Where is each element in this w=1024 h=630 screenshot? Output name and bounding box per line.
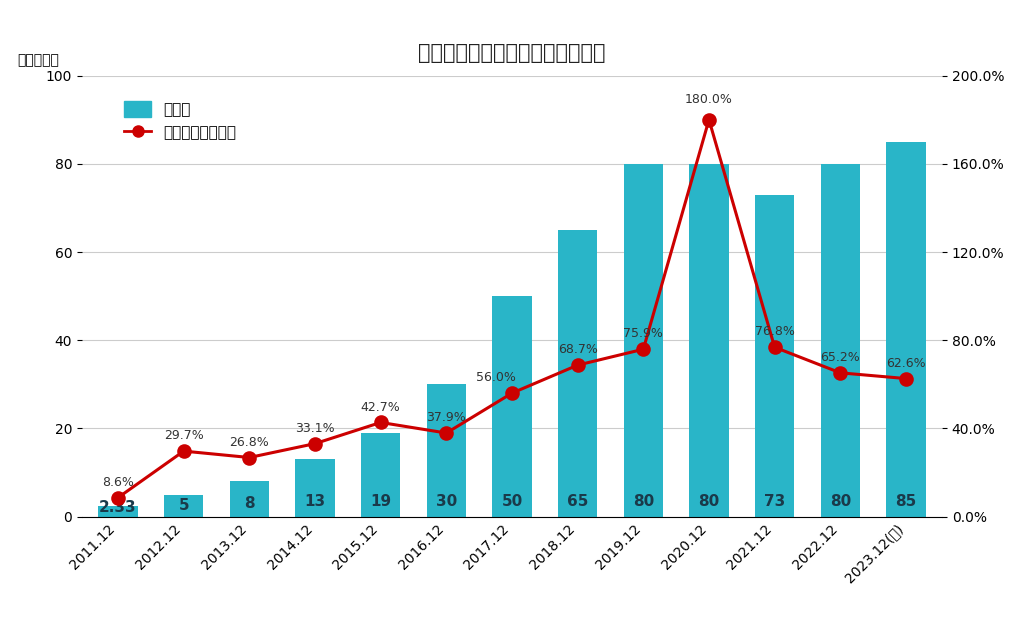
Bar: [886, 142, 926, 517]
Text: 56.0%: 56.0%: [475, 371, 515, 384]
Bar: [689, 164, 729, 517]
Text: 65.2%: 65.2%: [820, 351, 860, 364]
Text: 50: 50: [502, 494, 522, 508]
Text: 80: 80: [633, 494, 654, 508]
Text: 2.33: 2.33: [99, 500, 137, 515]
Title: 「配当金」・「配当性向」の推移: 「配当金」・「配当性向」の推移: [418, 43, 606, 63]
Bar: [820, 164, 860, 517]
Text: 180.0%: 180.0%: [685, 93, 733, 106]
Text: 8.6%: 8.6%: [102, 476, 134, 489]
Text: 73: 73: [764, 494, 785, 508]
Text: 30: 30: [436, 494, 457, 508]
Bar: [361, 433, 400, 517]
Text: 13: 13: [304, 494, 326, 508]
Bar: [493, 296, 531, 517]
Text: 19: 19: [370, 494, 391, 508]
Text: 62.6%: 62.6%: [886, 357, 926, 370]
Text: （円／株）: （円／株）: [17, 53, 59, 67]
Text: 85: 85: [895, 494, 916, 508]
Text: 80: 80: [698, 494, 720, 508]
Text: 26.8%: 26.8%: [229, 436, 269, 449]
Text: 76.8%: 76.8%: [755, 326, 795, 338]
Text: 65: 65: [567, 494, 589, 508]
Text: 42.7%: 42.7%: [360, 401, 400, 414]
Legend: 配当金, 配当性向（右軸）: 配当金, 配当性向（右軸）: [124, 101, 237, 140]
Text: 75.9%: 75.9%: [624, 328, 664, 340]
Bar: [164, 495, 204, 517]
Text: 68.7%: 68.7%: [558, 343, 598, 357]
Bar: [558, 230, 597, 517]
Text: 5: 5: [178, 498, 189, 513]
Bar: [98, 507, 138, 517]
Text: 8: 8: [244, 496, 255, 512]
Bar: [295, 459, 335, 517]
Bar: [229, 481, 269, 517]
Bar: [624, 164, 663, 517]
Text: 37.9%: 37.9%: [426, 411, 466, 424]
Text: 29.7%: 29.7%: [164, 429, 204, 442]
Text: 33.1%: 33.1%: [295, 422, 335, 435]
Bar: [755, 195, 795, 517]
Bar: [427, 384, 466, 517]
Text: 80: 80: [829, 494, 851, 508]
